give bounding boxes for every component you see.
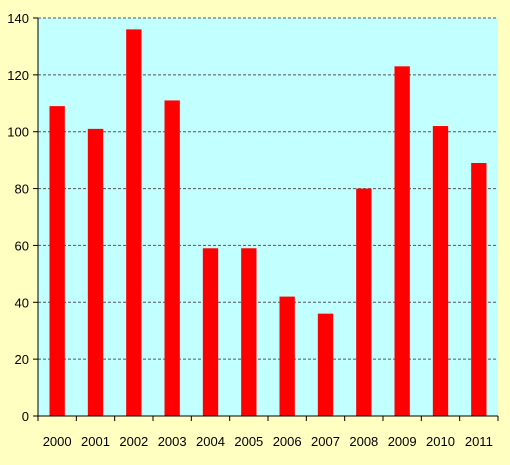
axes bbox=[33, 17, 499, 421]
bar-2008 bbox=[356, 188, 372, 416]
bar-2010 bbox=[432, 126, 449, 417]
bar-2002 bbox=[126, 29, 142, 416]
x-tick-label: 2005 bbox=[234, 434, 263, 449]
x-tick-label: 2010 bbox=[426, 434, 455, 449]
bar-2004 bbox=[202, 248, 219, 416]
y-tick-label: 80 bbox=[15, 182, 29, 197]
x-tick-label: 2000 bbox=[43, 434, 72, 449]
x-tick-label: 2007 bbox=[311, 434, 340, 449]
plot-area bbox=[38, 18, 498, 416]
bar-2001 bbox=[87, 128, 104, 416]
x-tick-label: 2008 bbox=[349, 434, 378, 449]
bar-2009 bbox=[394, 66, 410, 416]
x-tick-label: 2001 bbox=[81, 434, 110, 449]
y-tick-label: 120 bbox=[7, 68, 29, 83]
bars bbox=[49, 29, 487, 417]
bar-2007 bbox=[317, 313, 334, 416]
x-tick-label: 2004 bbox=[196, 434, 225, 449]
y-tick-label: 0 bbox=[22, 409, 29, 424]
bar-2000 bbox=[49, 106, 65, 416]
bar-2003 bbox=[164, 100, 180, 416]
y-tick-label: 40 bbox=[15, 295, 29, 310]
y-tick-label: 100 bbox=[7, 125, 29, 140]
gridlines bbox=[38, 17, 498, 360]
bar-2005 bbox=[241, 248, 257, 416]
y-tick-label: 20 bbox=[15, 352, 29, 367]
bar-2006 bbox=[279, 296, 295, 416]
x-tick-label: 2003 bbox=[158, 434, 187, 449]
x-tick-label: 2009 bbox=[388, 434, 417, 449]
x-tick-label: 2006 bbox=[273, 434, 302, 449]
bar-2011 bbox=[471, 162, 487, 416]
y-tick-labels: 0 20 40 60 80 100 120 140 bbox=[7, 11, 29, 424]
x-tick-label: 2011 bbox=[465, 434, 493, 449]
x-tick-labels: 2000 2001 2002 2003 2004 2005 2006 2007 2008 2009… bbox=[43, 434, 493, 449]
y-tick-label: 60 bbox=[15, 238, 29, 253]
x-tick-label: 2002 bbox=[119, 434, 148, 449]
y-tick-label: 140 bbox=[7, 11, 29, 26]
